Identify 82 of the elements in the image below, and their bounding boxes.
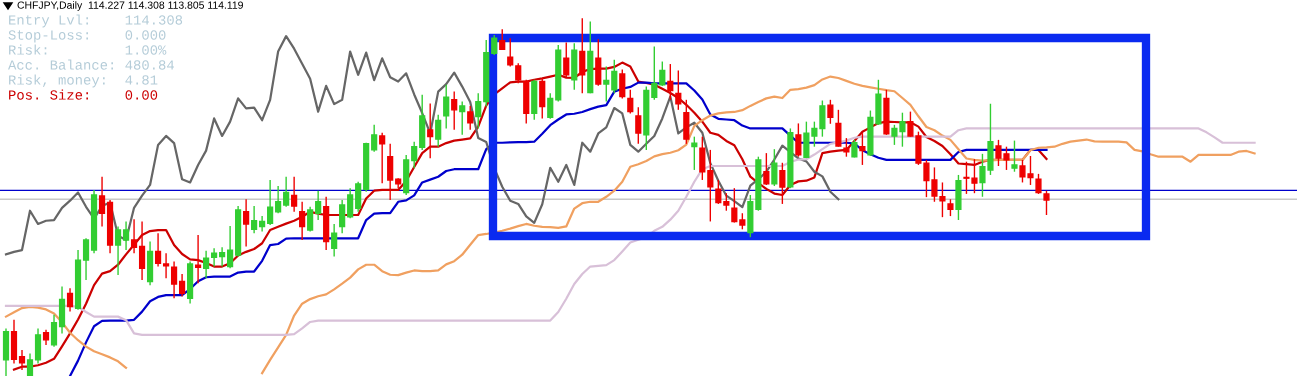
candlestick (170, 260, 178, 300)
candlestick (579, 17, 586, 95)
candlestick (451, 90, 458, 131)
candlestick (162, 252, 170, 280)
annotation: Risk: 1.00% (9, 44, 167, 55)
candlestick (611, 59, 618, 95)
candlestick (307, 206, 314, 233)
candlestick (475, 92, 482, 130)
candlestick (675, 69, 682, 111)
candlestick (827, 99, 834, 125)
candlestick (299, 201, 306, 241)
candlestick (651, 45, 658, 101)
candlestick (387, 143, 394, 201)
candlestick (811, 120, 818, 148)
candlestick (603, 65, 610, 103)
candlestick (715, 179, 722, 205)
candlestick (635, 106, 642, 145)
candlestick (779, 162, 786, 205)
candlestick (66, 287, 74, 313)
candlestick (563, 41, 570, 78)
candlestick (243, 198, 250, 248)
candlestick (178, 273, 186, 298)
candlestick (211, 247, 218, 268)
candlestick (667, 63, 674, 101)
candlestick (819, 99, 826, 138)
candlestick (98, 176, 106, 228)
candlestick (515, 62, 522, 85)
candlestick (219, 246, 226, 268)
candlestick (291, 176, 298, 213)
candlestick (699, 135, 706, 181)
candlestick (859, 132, 866, 166)
annotation: Stop-Loss: 0.000 (8, 30, 166, 43)
candlestick (795, 122, 802, 158)
chart-title: CHFJPY,Daily 114.227 114.308 113.805 114.119 (17, 1, 243, 11)
annotation: Entry Lvl: 114.308 (9, 14, 183, 28)
candlestick (619, 68, 626, 100)
candlestick (194, 234, 202, 285)
candlestick (843, 137, 850, 158)
candlestick (202, 250, 210, 280)
candlestick (627, 89, 634, 115)
annotation: Pos. Size: 0.00 (9, 89, 158, 100)
candlestick (1011, 139, 1018, 173)
candlestick (1043, 189, 1050, 216)
candlestick (435, 114, 442, 148)
candlestick (491, 34, 498, 56)
candlestick (251, 205, 258, 234)
candlestick (507, 37, 514, 68)
candlestick (691, 135, 698, 171)
candlestick (411, 140, 418, 169)
candlestick (283, 176, 290, 208)
annotation: Risk, money: 4.81 (9, 74, 158, 88)
candlestick (547, 92, 554, 120)
candlestick (371, 124, 378, 153)
candlestick (763, 152, 770, 186)
candlestick (427, 102, 434, 159)
candlestick (82, 237, 90, 281)
candlestick (50, 314, 58, 348)
candlestick (154, 232, 162, 268)
candlestick (130, 218, 138, 254)
candlestick (227, 225, 234, 270)
candlestick (707, 149, 714, 223)
candlestick (122, 220, 130, 251)
candlestick (1035, 173, 1042, 195)
annotation: Acc. Balance: 480.84 (8, 59, 174, 70)
candlestick (26, 352, 34, 376)
candlestick (275, 185, 282, 214)
candlestick (18, 349, 26, 371)
candlestick (379, 132, 386, 184)
candlestick (835, 109, 842, 148)
candlestick (339, 199, 346, 234)
candlestick (467, 105, 474, 131)
candlestick (731, 187, 738, 224)
candlestick (459, 100, 466, 136)
candlestick (331, 223, 338, 258)
candlestick (347, 187, 354, 219)
candlestick (771, 148, 778, 187)
candlestick (315, 189, 322, 221)
candlestick (114, 225, 122, 276)
candlestick (267, 179, 274, 226)
candlestick (443, 84, 450, 130)
candlestick (138, 220, 146, 281)
candlestick (659, 60, 666, 87)
